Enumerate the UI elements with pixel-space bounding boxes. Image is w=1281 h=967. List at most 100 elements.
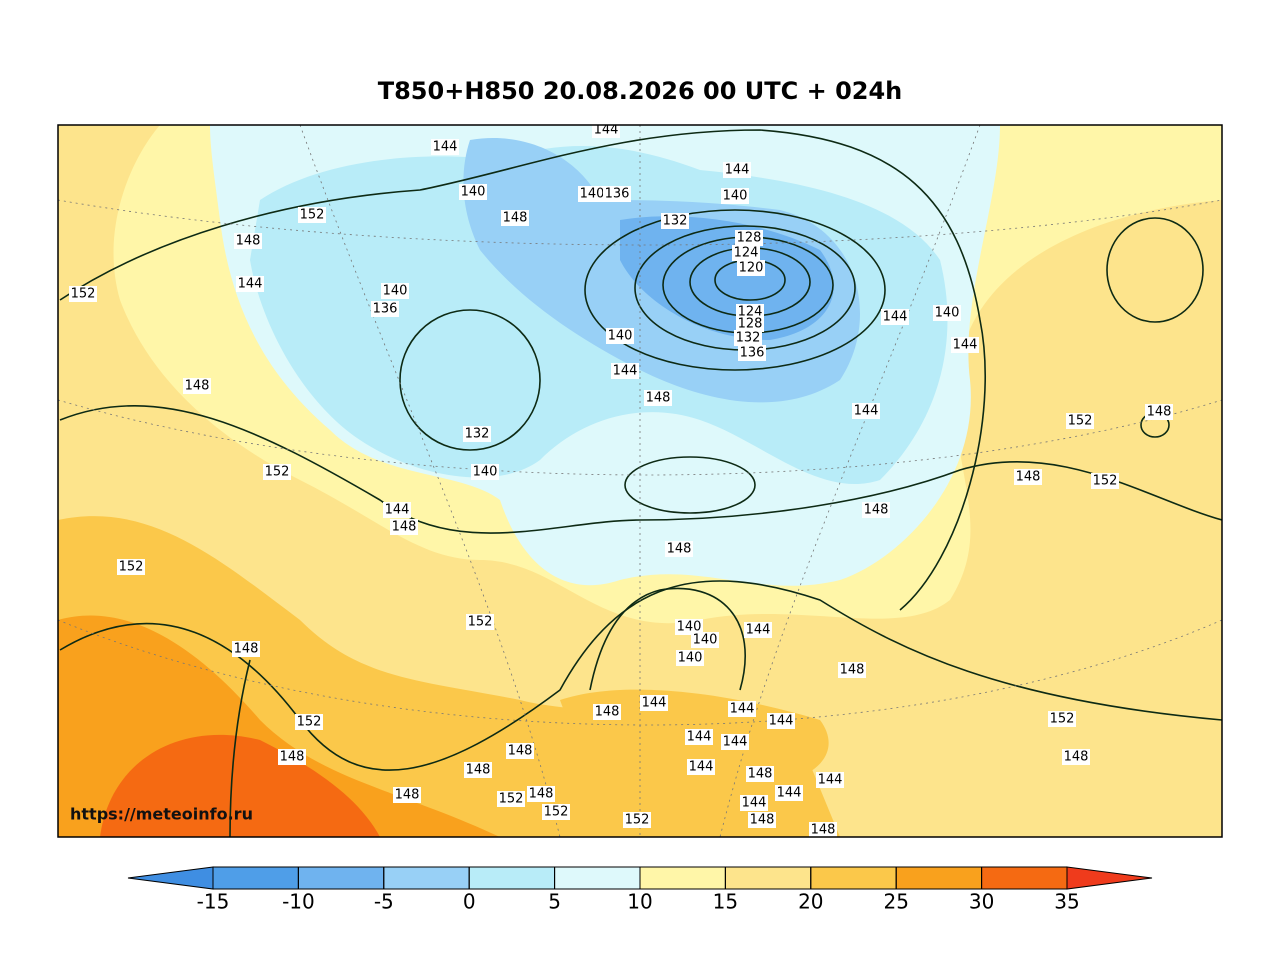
watermark: https://meteoinfo.ru bbox=[70, 805, 253, 824]
contour-label: 136 bbox=[605, 187, 630, 202]
label-bg bbox=[775, 785, 803, 801]
contour-label: 144 bbox=[742, 796, 767, 811]
label-bg bbox=[381, 283, 409, 299]
label-bg bbox=[236, 276, 264, 292]
colorbar-bin bbox=[468, 866, 556, 890]
contour-label: 140 bbox=[461, 185, 486, 200]
contour-label: 144 bbox=[687, 730, 712, 745]
contour-label: 144 bbox=[238, 277, 263, 292]
contour-label: 152 bbox=[300, 208, 325, 223]
contour-label: 152 bbox=[625, 813, 650, 828]
label-bg bbox=[685, 729, 713, 745]
contour-label: 144 bbox=[433, 140, 458, 155]
contour-label: 140 bbox=[693, 633, 718, 648]
contour-label: 140 bbox=[935, 306, 960, 321]
contour-label: 152 bbox=[265, 465, 290, 480]
contour-label: 144 bbox=[385, 503, 410, 518]
label-bg bbox=[640, 695, 668, 711]
contour-label: 132 bbox=[736, 331, 761, 346]
very-hot-field bbox=[100, 734, 380, 837]
contour-label: 148 bbox=[748, 767, 773, 782]
label-bg bbox=[497, 791, 525, 807]
colorbar-tick-label: -5 bbox=[374, 890, 394, 914]
label-bg bbox=[471, 464, 499, 480]
map-frame bbox=[57, 124, 1223, 838]
colorbar-bin bbox=[981, 866, 1068, 890]
colorbar-tick-label: 10 bbox=[627, 890, 652, 914]
contour-label: 140 bbox=[608, 329, 633, 344]
label-bg bbox=[661, 213, 689, 229]
label-bg bbox=[295, 714, 323, 730]
label-bg bbox=[393, 787, 421, 803]
label-bg bbox=[232, 641, 260, 657]
contour-label: 148 bbox=[185, 379, 210, 394]
label-bg bbox=[506, 743, 534, 759]
contour-label: 152 bbox=[1050, 712, 1075, 727]
label-bg bbox=[721, 734, 749, 750]
label-bg bbox=[736, 316, 764, 332]
contour-label: 152 bbox=[1093, 474, 1118, 489]
contour-label: 148 bbox=[1016, 470, 1041, 485]
contour-label: 144 bbox=[725, 163, 750, 178]
contour-label: 140 bbox=[723, 189, 748, 204]
label-bg bbox=[1145, 404, 1173, 420]
contour-label: 144 bbox=[883, 310, 908, 325]
label-bg bbox=[728, 701, 756, 717]
colorbar-bin bbox=[383, 866, 470, 890]
colorbar-bin bbox=[810, 866, 897, 890]
contour-label: 148 bbox=[1064, 750, 1089, 765]
label-bg bbox=[234, 233, 262, 249]
label-bg bbox=[69, 286, 97, 302]
colorbar-tick-label: 25 bbox=[883, 890, 908, 914]
label-bg bbox=[542, 804, 570, 820]
colorbar-bin bbox=[212, 866, 299, 890]
label-bg bbox=[1014, 469, 1042, 485]
label-bg bbox=[501, 210, 529, 226]
contour-label: 144 bbox=[746, 623, 771, 638]
contour-label: 148 bbox=[1147, 405, 1172, 420]
contour-label: 148 bbox=[667, 542, 692, 557]
colorbar-tick-label: 5 bbox=[548, 890, 561, 914]
label-bg bbox=[744, 622, 772, 638]
label-bg bbox=[464, 762, 492, 778]
label-bg bbox=[466, 614, 494, 630]
label-bg bbox=[278, 749, 306, 765]
label-bg bbox=[852, 403, 880, 419]
contour-label: 148 bbox=[280, 750, 305, 765]
label-bg bbox=[721, 188, 749, 204]
contour-label: 140 bbox=[678, 651, 703, 666]
colorbar-tick-label: 20 bbox=[798, 890, 823, 914]
label-bg bbox=[298, 207, 326, 223]
label-bg bbox=[738, 345, 766, 361]
label-bg bbox=[463, 426, 491, 442]
colorbar-bin bbox=[724, 866, 812, 890]
label-bg bbox=[838, 662, 866, 678]
contour-label: 148 bbox=[750, 813, 775, 828]
label-bg bbox=[263, 464, 291, 480]
contour-label: 152 bbox=[71, 287, 96, 302]
contour-label: 128 bbox=[738, 317, 763, 332]
label-bg bbox=[611, 363, 639, 379]
contour-label: 144 bbox=[594, 123, 619, 138]
label-bg bbox=[606, 328, 634, 344]
label-bg bbox=[881, 309, 909, 325]
label-bg bbox=[117, 559, 145, 575]
contour-label: 148 bbox=[392, 520, 417, 535]
contour-label: 140 bbox=[677, 620, 702, 635]
label-bg bbox=[723, 162, 751, 178]
contour-label: 124 bbox=[738, 305, 763, 320]
colorbar-bin bbox=[554, 866, 641, 890]
contour-label: 152 bbox=[499, 792, 524, 807]
label-bg bbox=[644, 390, 672, 406]
contour-label: 144 bbox=[723, 735, 748, 750]
contour-label: 140 bbox=[473, 465, 498, 480]
contour-label: 132 bbox=[663, 214, 688, 229]
contour-label: 120 bbox=[739, 261, 764, 276]
contour-label: 148 bbox=[466, 763, 491, 778]
label-bg bbox=[578, 186, 606, 202]
label-bg bbox=[371, 301, 399, 317]
contour-label: 140 bbox=[383, 284, 408, 299]
